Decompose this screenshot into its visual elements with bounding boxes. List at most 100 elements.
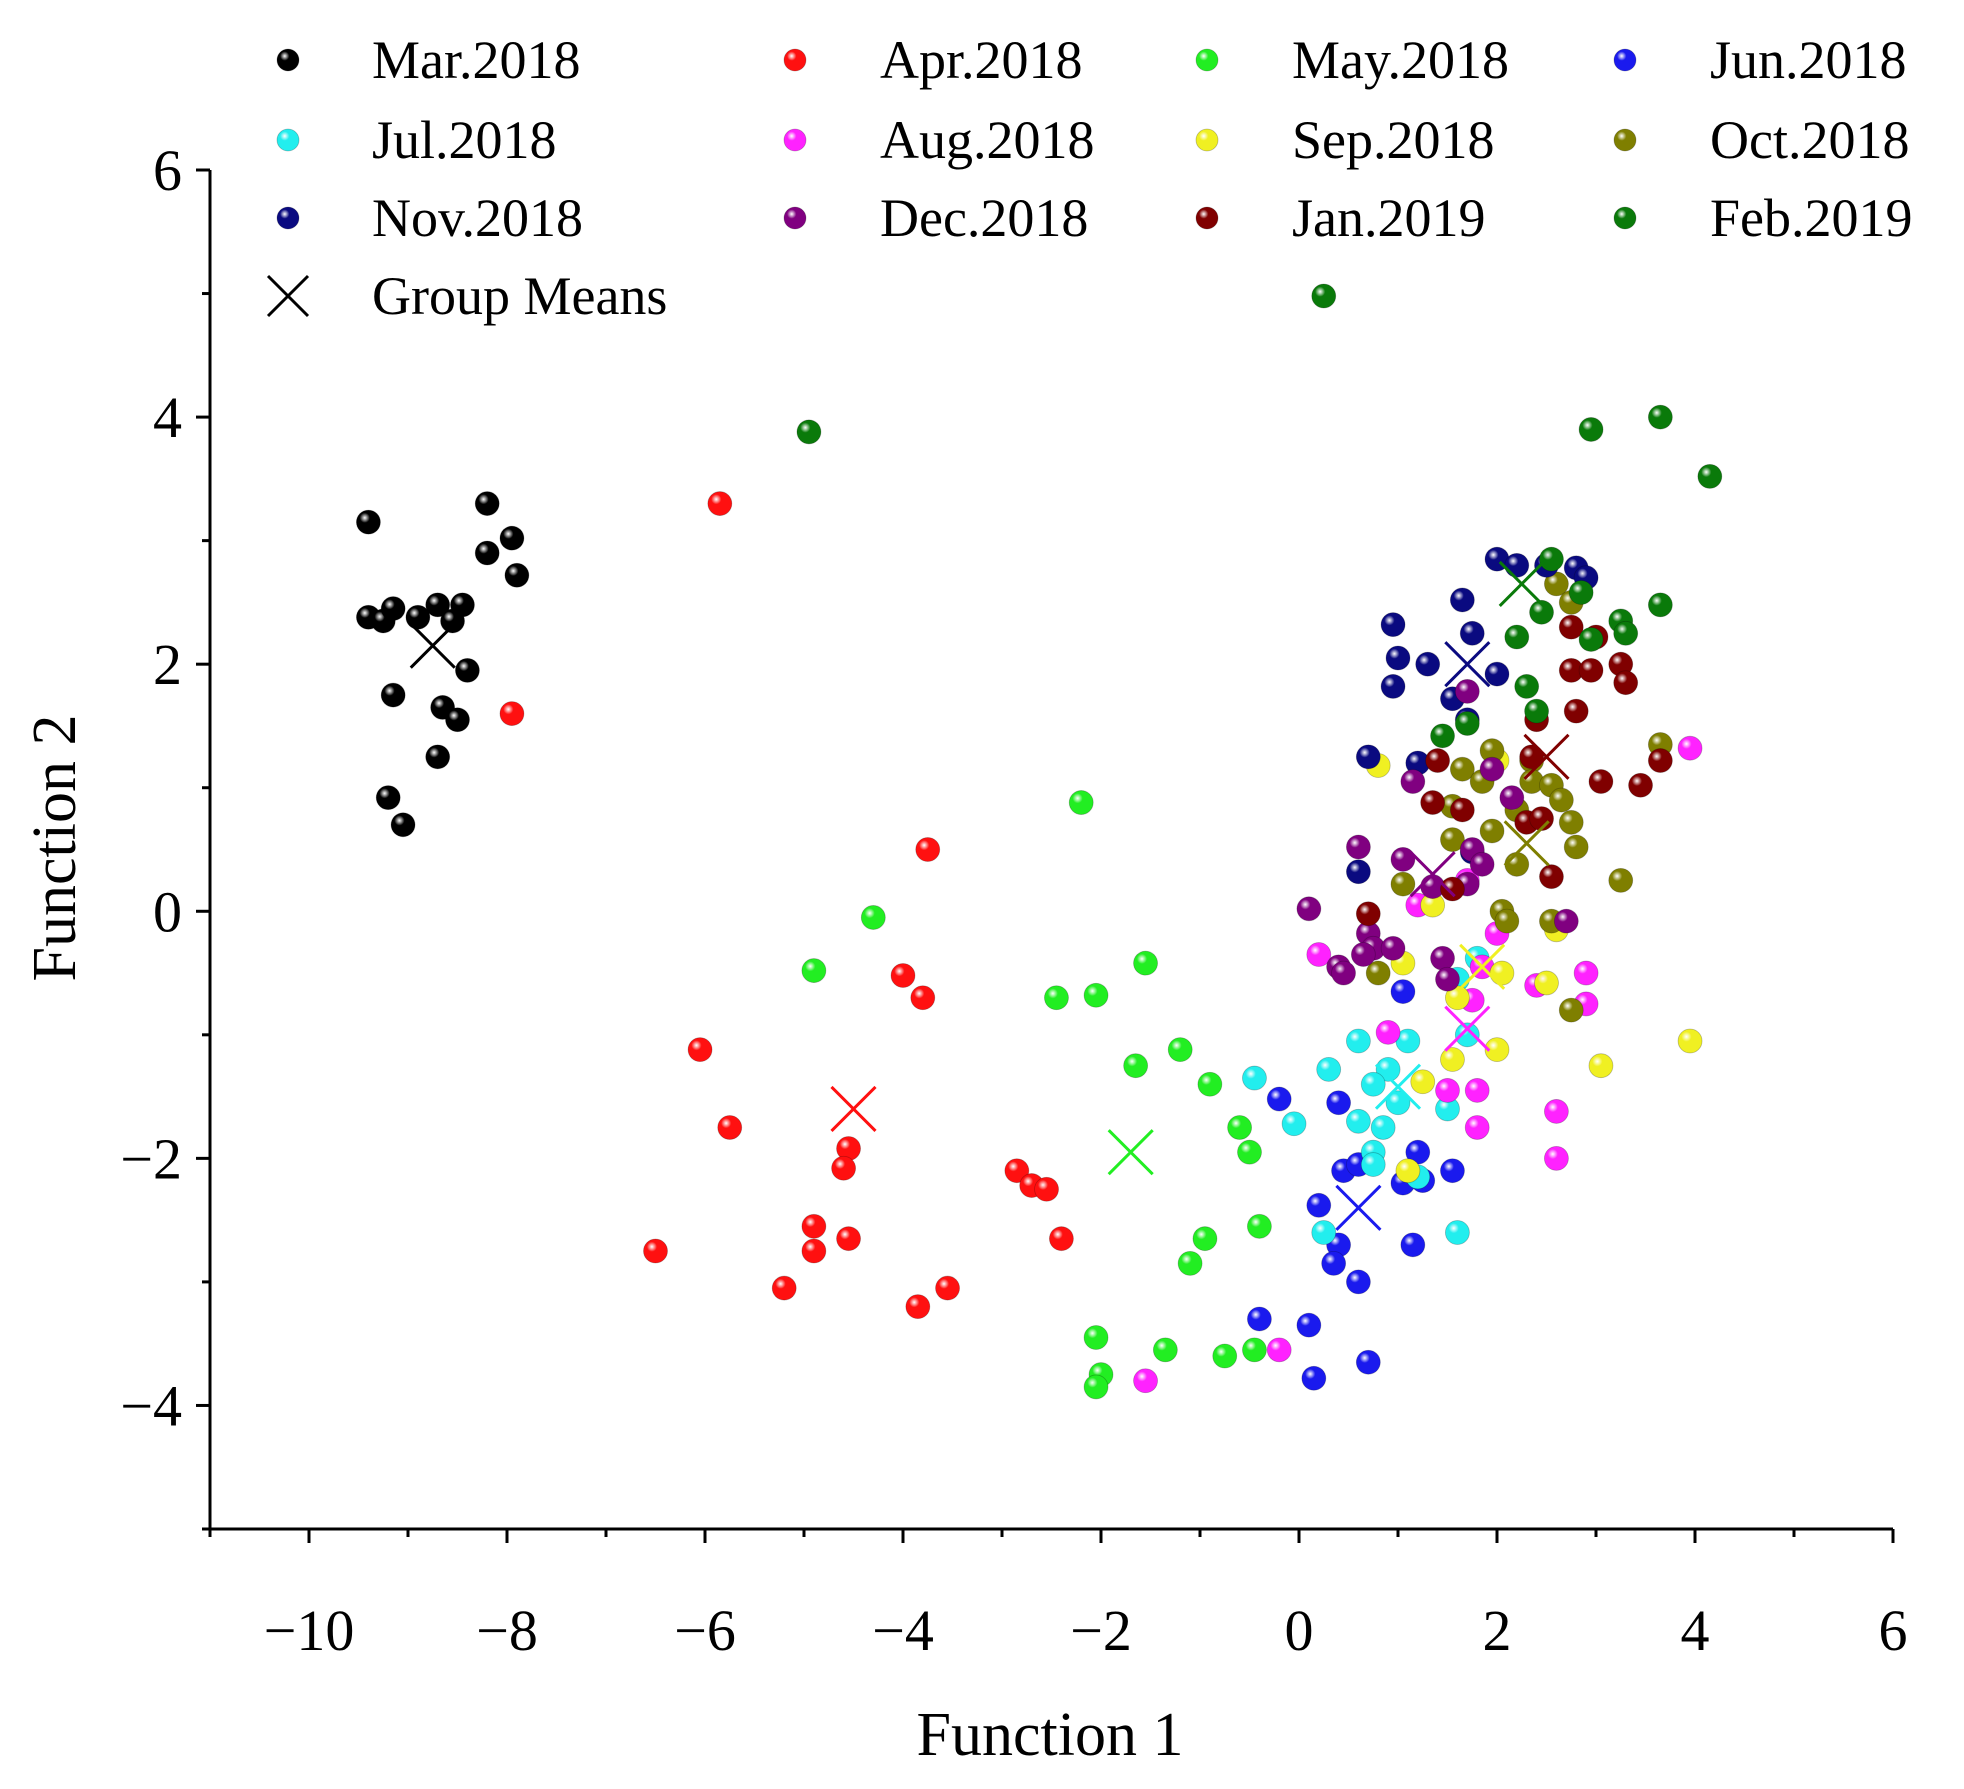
data-point — [1445, 1220, 1470, 1245]
data-point — [801, 1213, 827, 1239]
data-point — [1435, 1078, 1460, 1103]
data-point — [1464, 1078, 1490, 1103]
data-point — [1677, 735, 1703, 761]
data-point — [1430, 723, 1455, 749]
data-point — [499, 525, 525, 551]
x-axis-title: Function 1 — [917, 1701, 1184, 1769]
data-point — [1544, 1099, 1569, 1124]
data-point — [1504, 552, 1530, 578]
data-point — [1321, 1250, 1347, 1276]
data-point — [1212, 1343, 1238, 1369]
data-point — [1281, 1111, 1307, 1137]
data-point — [1613, 670, 1639, 696]
legend-item: Mar.2018 — [276, 30, 581, 90]
data-point — [390, 812, 416, 838]
legend-item: Dec.2018 — [783, 188, 1088, 248]
data-point — [1578, 657, 1604, 683]
series-Aug.2018 — [1133, 735, 1703, 1394]
data-point — [1529, 599, 1554, 625]
group-mean-marker — [1444, 1005, 1491, 1052]
data-point — [905, 1294, 931, 1320]
legend-marker — [276, 128, 300, 152]
data-point — [1133, 1368, 1158, 1394]
data-point — [1004, 1158, 1030, 1184]
y-ticks: −4 −2 0 2 4 6 — [120, 138, 210, 1531]
legend-item: Jun.2018 — [1613, 30, 1907, 90]
data-point — [504, 562, 530, 588]
data-point — [1296, 896, 1322, 922]
data-point — [1677, 1028, 1703, 1054]
series-Feb.2019 — [796, 283, 1723, 749]
legend-item: Jul.2018 — [276, 110, 557, 170]
data-point — [1385, 1090, 1411, 1116]
legend-label: Oct.2018 — [1710, 110, 1909, 170]
legend-marker — [276, 206, 300, 230]
legend-label: Jan.2019 — [1292, 188, 1485, 248]
data-point — [687, 1037, 713, 1063]
data-point — [1375, 1019, 1401, 1045]
data-point — [1563, 834, 1589, 860]
legend-item: May.2018 — [1195, 30, 1509, 90]
data-point — [1454, 1022, 1480, 1048]
data-point — [1588, 1053, 1614, 1079]
data-point — [1123, 1053, 1149, 1079]
data-point — [1370, 1115, 1396, 1140]
data-point — [1489, 960, 1515, 986]
data-point — [1435, 966, 1460, 992]
legend-label: Aug.2018 — [880, 110, 1095, 170]
group-mean-marker — [830, 1085, 877, 1133]
data-point — [499, 701, 525, 726]
legend-marker — [1195, 128, 1219, 152]
data-point — [1355, 901, 1381, 927]
data-point — [1044, 985, 1069, 1011]
data-point — [1459, 620, 1485, 646]
data-point — [801, 1238, 827, 1264]
data-point — [1247, 1306, 1272, 1332]
data-point — [771, 1275, 797, 1301]
series-Jan.2019 — [1355, 614, 1673, 927]
data-point — [1440, 1047, 1465, 1072]
data-point — [1380, 674, 1406, 699]
data-point — [1539, 864, 1564, 890]
data-point — [1346, 1028, 1371, 1054]
data-point — [1548, 787, 1574, 813]
data-point — [1479, 756, 1505, 782]
data-point — [1346, 1108, 1371, 1134]
legend-label: Feb.2019 — [1710, 188, 1913, 248]
data-point — [1504, 624, 1530, 650]
data-point — [1578, 627, 1604, 652]
data-point — [1049, 1226, 1074, 1252]
data-point — [1301, 1365, 1327, 1391]
series-May.2018 — [801, 790, 1272, 1400]
data-point — [860, 905, 886, 930]
data-point — [1306, 942, 1332, 967]
data-point — [1410, 1069, 1436, 1095]
data-point — [1628, 772, 1653, 798]
data-point — [1440, 1158, 1465, 1184]
x-tick-label: 0 — [1285, 1598, 1314, 1663]
data-point — [1558, 614, 1584, 640]
group-mean-marker — [1335, 1184, 1382, 1231]
data-point — [1355, 1349, 1381, 1375]
data-point — [355, 509, 381, 535]
data-point — [1449, 756, 1475, 782]
data-point — [450, 592, 475, 618]
y-axis-title: Function 2 — [21, 715, 89, 982]
data-point — [1266, 1337, 1292, 1363]
data-point — [801, 958, 827, 983]
data-point — [1390, 871, 1416, 897]
data-point — [1529, 806, 1554, 832]
data-point — [1558, 997, 1584, 1023]
series-Dec.2018 — [1296, 678, 1579, 992]
data-point — [1440, 876, 1465, 902]
data-point — [1083, 1325, 1109, 1350]
data-point — [890, 963, 916, 988]
legend-item-group-means: Group Means — [266, 266, 667, 326]
data-point — [1227, 1115, 1252, 1140]
data-point — [1539, 546, 1564, 572]
data-point — [910, 985, 936, 1011]
data-point — [1647, 748, 1673, 773]
legend-label: Group Means — [372, 266, 667, 326]
data-point — [1296, 1312, 1322, 1338]
